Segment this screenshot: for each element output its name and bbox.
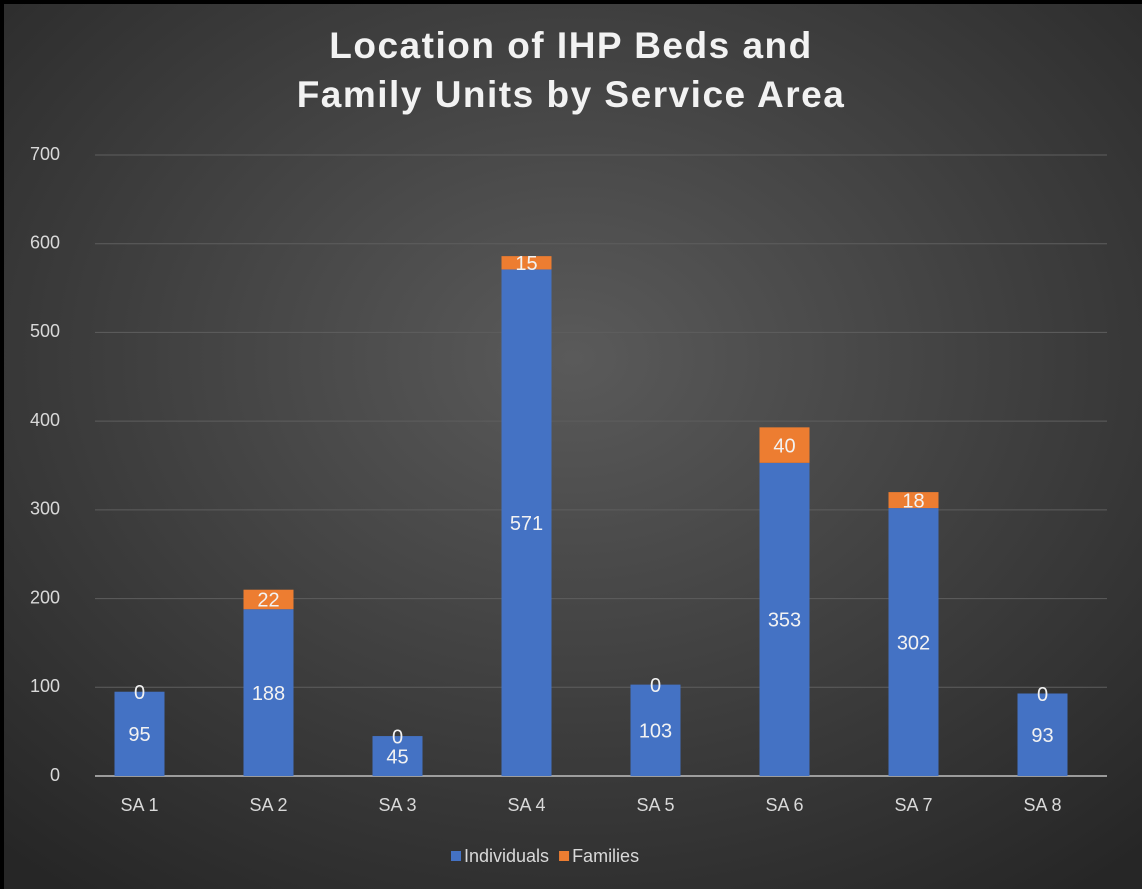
- data-label: 22: [257, 590, 279, 612]
- data-label: 103: [639, 721, 672, 743]
- data-label: 40: [773, 435, 795, 457]
- data-label: 571: [510, 513, 543, 535]
- bar-segment: [630, 684, 681, 776]
- y-tick-label: 600: [30, 232, 60, 252]
- y-tick-label: 200: [30, 587, 60, 607]
- y-tick-label: 0: [50, 765, 60, 785]
- bar-segment: [1017, 693, 1068, 776]
- bar-segment: [501, 269, 552, 776]
- data-label: 93: [1031, 725, 1053, 747]
- y-tick-label: 500: [30, 321, 60, 341]
- bar-segment: [243, 609, 294, 776]
- bar-segment: [759, 462, 810, 776]
- y-tick-label: 700: [30, 144, 60, 164]
- data-label: 353: [768, 610, 801, 632]
- data-label: 18: [902, 490, 924, 512]
- data-label: 0: [1037, 684, 1048, 706]
- y-tick-label: 100: [30, 676, 60, 696]
- legend-swatch: [451, 851, 461, 861]
- data-label: 0: [392, 726, 403, 748]
- bar-segment: [501, 256, 552, 270]
- legend-swatch: [559, 851, 570, 861]
- bar-segment: [888, 492, 939, 509]
- data-label: 45: [386, 746, 408, 768]
- x-tick-label: SA 7: [894, 795, 932, 815]
- data-label: 302: [897, 632, 930, 654]
- bar-segment: [759, 427, 810, 463]
- bar-segment: [888, 508, 939, 776]
- x-tick-label: SA 4: [507, 795, 545, 815]
- data-label: 15: [515, 253, 537, 275]
- x-tick-label: SA 6: [765, 795, 803, 815]
- x-tick-label: SA 8: [1023, 795, 1061, 815]
- chart-title: Family Units by Service Area: [297, 74, 846, 115]
- bar-segment: [243, 589, 294, 610]
- legend-label: Families: [572, 846, 639, 866]
- chart-title: Location of IHP Beds and: [329, 25, 812, 66]
- x-tick-label: SA 3: [378, 795, 416, 815]
- y-tick-label: 300: [30, 499, 60, 519]
- data-label: 0: [650, 675, 661, 697]
- x-tick-label: SA 2: [249, 795, 287, 815]
- x-tick-label: SA 5: [636, 795, 674, 815]
- data-label: 188: [252, 683, 285, 705]
- legend-label: Individuals: [464, 846, 549, 866]
- bar-segment: [114, 691, 165, 776]
- bar-segment: [372, 736, 423, 776]
- x-tick-label: SA 1: [120, 795, 158, 815]
- y-tick-label: 400: [30, 410, 60, 430]
- background: [4, 4, 1142, 889]
- data-label: 95: [128, 724, 150, 746]
- data-label: 0: [134, 682, 145, 704]
